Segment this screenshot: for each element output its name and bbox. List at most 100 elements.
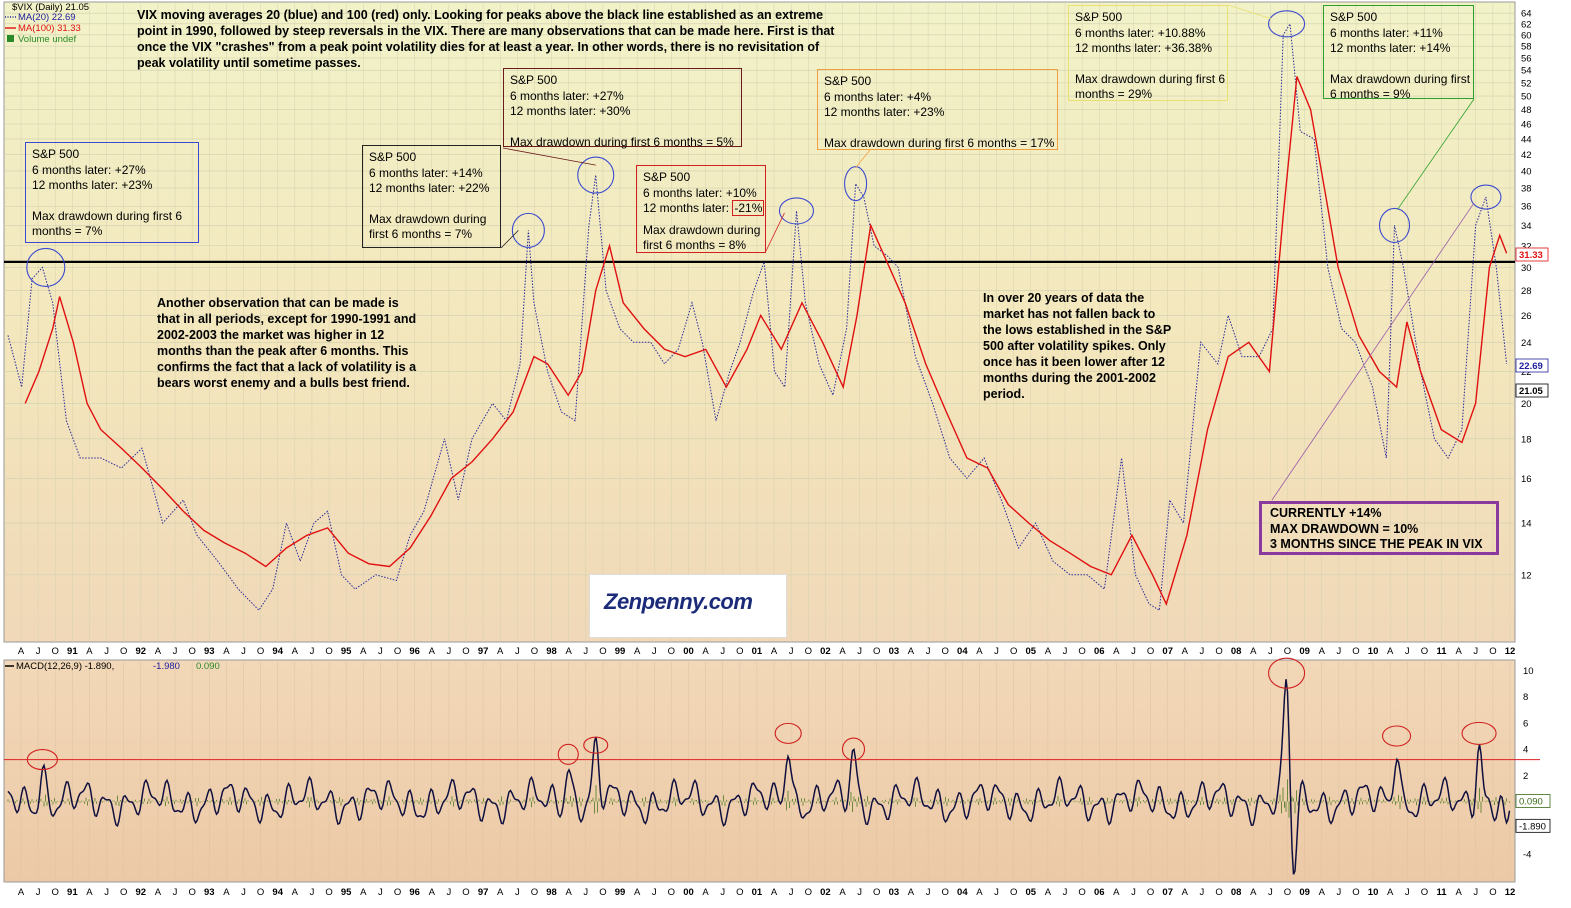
macd-x-tick-label: 95 [341,887,352,898]
macd-peak-circle [26,749,58,771]
current-line: CURRENTLY +14% [1270,506,1382,520]
macd-x-tick-label: 00 [683,887,694,898]
peak-circle [26,247,66,287]
legend-ma100: MA(100) 31.33 [18,23,81,34]
macd-value-tag-label: -1.890 [1519,821,1546,832]
price-x-tick-label: J [173,646,178,657]
peak-circle [778,197,815,225]
callout-connector [765,212,785,252]
macd-x-tick-label: J [583,887,588,898]
box-12m-negative: -21% [732,200,765,216]
callout-connector [1271,202,1475,501]
box-line: 6 months later: +27% [32,162,146,177]
price-x-tick-label: A [86,646,93,657]
observation-line: period. [983,387,1025,401]
macd-x-tick-label: A [1319,887,1326,898]
macd-x-tick-label: O [873,887,880,898]
macd-x-tick-label: O [394,887,401,898]
price-x-tick-label: 10 [1368,646,1379,657]
macd-x-tick-label: O [1284,887,1291,898]
sp500-box-1997: S&P 500 6 months later: +14% 12 months l… [362,145,501,248]
price-x-tick-label: O [873,646,880,657]
price-x-tick-label: J [1473,646,1478,657]
callout-connector [1397,98,1475,210]
box-line [824,121,1051,136]
symbol-label: $VIX (Daily) 21.05 [12,2,89,13]
price-x-tick-label: 05 [1025,646,1036,657]
box-line: 6 months later: +10.88% [1075,25,1206,40]
observation-left: Another observation that can be made is … [157,295,416,391]
price-x-tick-label: 07 [1162,646,1173,657]
price-x-tick-label: 00 [683,646,694,657]
macd-x-tick-label: J [1473,887,1478,898]
box-line: 6 months = 9% [1330,87,1411,101]
price-x-tick-label: A [155,646,162,657]
macd-x-tick-label: O [1215,887,1222,898]
macd-x-tick-label: A [566,887,573,898]
price-x-tick-label: J [36,646,41,657]
price-x-tick-label: O [599,646,606,657]
price-y-tick-label: 14 [1521,519,1532,530]
macd-x-tick-label: J [1268,887,1273,898]
price-x-tick-label: O [257,646,264,657]
observation-line: 2002-2003 the market was higher in 12 [157,328,385,342]
price-x-tick-label: 96 [409,646,420,657]
macd-value-tag [1515,818,1551,833]
price-x-tick-label: O [394,646,401,657]
price-x-tick-label: O [1147,646,1154,657]
macd-x-tick-label: A [1455,887,1462,898]
macd-x-tick-label: J [378,887,383,898]
macd-peak-circle [1382,725,1412,747]
macd-x-tick-label: A [1250,887,1257,898]
price-x-tick-label: O [462,646,469,657]
macd-x-tick-label: 02 [820,887,831,898]
macd-x-tick-label: J [1405,887,1410,898]
macd-x-tick-label: O [942,887,949,898]
price-x-tick-label: O [120,646,127,657]
peak-circle [1268,10,1306,38]
price-y-tick-label: 64 [1521,9,1532,20]
macd-y-tick-label: 2 [1523,771,1528,782]
box-line: 12 months later: +36.38% [1075,41,1213,55]
macd-x-tick-label: J [1131,887,1136,898]
macd-x-tick-label: A [18,887,25,898]
last-value-tag [1515,383,1549,398]
macd-x-tick-label: 10 [1368,887,1379,898]
callout-connector [1227,4,1272,20]
macd-x-tick-label: J [926,887,931,898]
price-x-tick-label: O [1421,646,1428,657]
box-line: Max drawdown during [369,211,487,226]
current-status-box: CURRENTLY +14% MAX DRAWDOWN = 10% 3 MONT… [1259,501,1499,555]
macd-value-tag [1515,794,1551,808]
box-line: Max drawdown during first [1330,71,1471,86]
price-x-tick-label: J [241,646,246,657]
macd-x-tick-label: A [155,887,162,898]
macd-x-tick-label: J [173,887,178,898]
price-x-tick-label: J [1405,646,1410,657]
observation-line: confirms the fact that a lack of volatil… [157,360,417,374]
price-y-tick-label: 44 [1521,134,1532,145]
observation-line: market has not fallen back to [983,307,1156,321]
price-x-tick-label: A [223,646,230,657]
price-x-tick-label: 09 [1299,646,1310,657]
macd-x-tick-label: A [1045,887,1052,898]
macd-x-tick-label: J [994,887,999,898]
ma20-line [7,22,1508,612]
macd-peak-circle [1461,721,1497,745]
macd-y-tick-label: -4 [1523,849,1531,860]
price-y-tick-label: 50 [1521,92,1532,103]
header-note: VIX moving averages 20 (blue) and 100 (r… [137,7,834,71]
header-line: once the VIX "crashes" from a peak point… [137,40,820,54]
macd-y-tick-label: 4 [1523,745,1528,756]
legend-volume-swatch [7,35,14,42]
price-x-tick-label: J [1200,646,1205,657]
macd-x-tick-label: O [1352,887,1359,898]
price-x-tick-label: A [360,646,367,657]
macd-x-tick-label: O [1010,887,1017,898]
macd-x-tick-label: J [652,887,657,898]
box-line: S&P 500 [643,170,691,184]
box-line [1330,57,1467,72]
price-x-tick-label: A [1319,646,1326,657]
price-x-tick-label: J [515,646,520,657]
